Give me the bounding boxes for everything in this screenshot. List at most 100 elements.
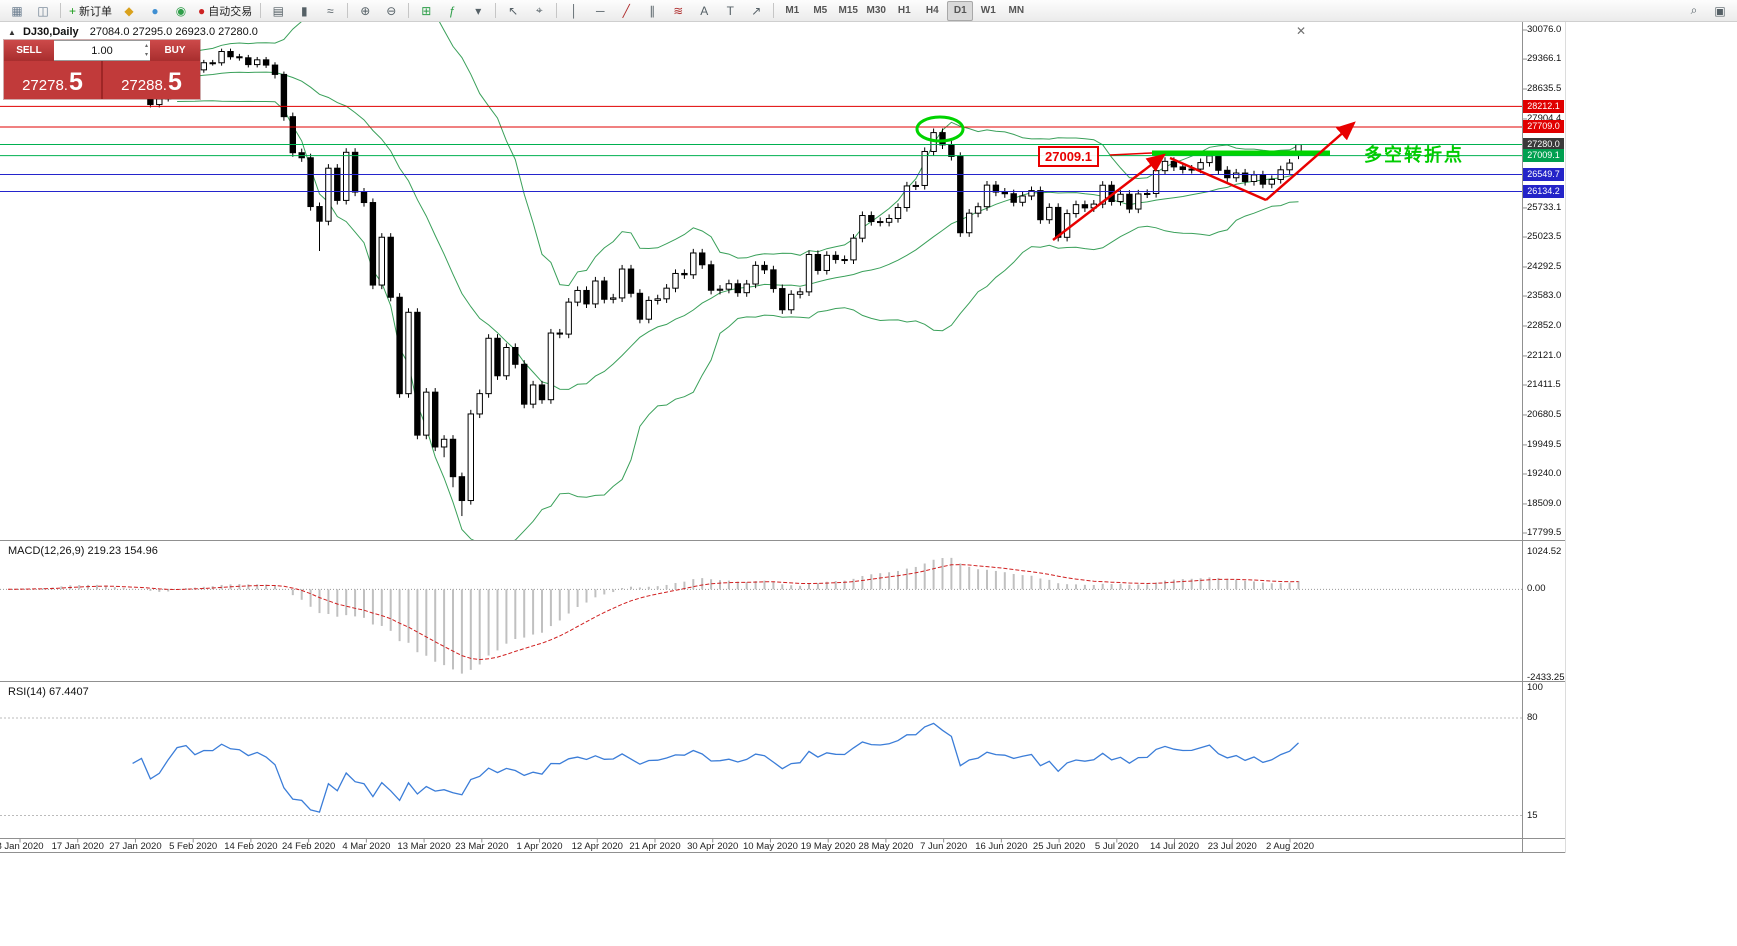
sell-price-pips: 5 — [68, 68, 83, 96]
market-depth-icon: ◆ — [124, 3, 134, 18]
text-tool-icon[interactable]: A — [692, 1, 716, 21]
channel-icon: ∥ — [649, 3, 656, 18]
price-badge-26549.7[interactable]: 26549.7 — [1523, 167, 1564, 181]
bollinger-middle — [177, 71, 1299, 390]
fibonacci-icon[interactable]: ≋ — [666, 1, 690, 21]
new-chart-icon: ▦ — [11, 3, 23, 18]
web-terminal-icon[interactable]: ◉ — [169, 1, 193, 21]
trend-line-down[interactable] — [1169, 156, 1267, 202]
trend-note-text[interactable]: 多空转折点 — [1364, 145, 1464, 165]
toolbar-separator — [773, 3, 775, 18]
horizontal-line-icon[interactable]: ─ — [588, 1, 612, 21]
indicators-dropdown-icon[interactable]: ▾ — [466, 1, 490, 21]
date-label: 24 Feb 2020 — [281, 841, 336, 852]
text-tool-icon: A — [700, 3, 709, 18]
trend-arrow-up-1[interactable] — [1052, 153, 1166, 241]
price-level-annotation[interactable]: 27009.1 — [1038, 146, 1099, 167]
date-label: 7 Jun 2020 — [920, 841, 968, 852]
price-badge-27709.0[interactable]: 27709.0 — [1523, 120, 1564, 134]
layout-icon: ▣ — [1714, 3, 1726, 18]
date-label: 8 Jan 2020 — [0, 841, 44, 852]
vertical-line-icon: │ — [570, 3, 579, 18]
crosshair-icon: ⌖ — [535, 3, 543, 17]
timeframe-h4[interactable]: H4 — [925, 5, 939, 16]
buy-price-main: 27288. — [121, 77, 167, 94]
chart-canvas[interactable] — [0, 22, 1565, 853]
highlight-circle[interactable] — [915, 115, 965, 143]
buy-price[interactable]: 27288. 5 — [103, 61, 200, 99]
timeframe-m30[interactable]: M30 — [866, 5, 886, 16]
chart-close-button[interactable]: ✕ — [1296, 24, 1307, 38]
zoom-in-icon[interactable]: ⊕ — [353, 1, 377, 21]
price-tick: 18509.0 — [1527, 497, 1562, 509]
date-label: 30 Apr 2020 — [687, 841, 739, 852]
price-badge-27009.1[interactable]: 27009.1 — [1523, 149, 1564, 163]
annotation-leader-line — [1109, 152, 1153, 156]
candlestick-mode-icon[interactable]: ▮ — [292, 1, 316, 21]
price-badge-28212.1[interactable]: 28212.1 — [1523, 99, 1564, 113]
timeframe-w1[interactable]: W1 — [980, 5, 996, 16]
date-label: 19 May 2020 — [800, 841, 856, 852]
timeframe-m5[interactable]: M5 — [813, 5, 828, 16]
market-depth-icon[interactable]: ◆ — [117, 1, 141, 21]
lot-value[interactable]: 1.00 — [91, 44, 113, 57]
new-order-button[interactable]: + 新订单 — [66, 1, 115, 21]
autotrade-button[interactable]: ● 自动交易 — [195, 1, 255, 21]
timeframe-m15[interactable]: M15 — [838, 5, 858, 16]
price-badge-27280.0[interactable]: 27280.0 — [1523, 138, 1564, 152]
cursor-icon[interactable]: ↖ — [501, 1, 525, 21]
date-label: 1 Apr 2020 — [516, 841, 563, 852]
timeframe-m1[interactable]: M1 — [785, 5, 800, 16]
price-tick: 22121.0 — [1527, 349, 1562, 361]
sell-price[interactable]: 27278. 5 — [4, 61, 101, 99]
crosshair-icon[interactable]: ⌖ — [527, 1, 551, 21]
date-label: 14 Jul 2020 — [1149, 841, 1200, 852]
fibonacci-icon: ≋ — [673, 3, 684, 18]
line-chart-mode-icon[interactable]: ≈ — [318, 1, 342, 21]
main-price-panel — [0, 22, 1522, 540]
price-tick: 25733.1 — [1527, 201, 1562, 213]
price-tick: 21411.5 — [1527, 379, 1561, 390]
trendline-icon[interactable]: ╱ — [614, 1, 638, 21]
buy-button[interactable]: BUY — [150, 40, 200, 61]
tile-windows-icon[interactable]: ⊞ — [414, 1, 438, 21]
price-badge-26134.2[interactable]: 26134.2 — [1523, 185, 1564, 198]
price-tick: 28635.5 — [1527, 83, 1562, 95]
new-chart-icon[interactable]: ▦ — [5, 1, 29, 21]
one-click-collapse-icon[interactable]: ▲ — [8, 28, 16, 37]
vertical-line-icon[interactable]: │ — [562, 1, 586, 21]
lot-size-field[interactable]: 1.00 ▴ ▾ — [54, 40, 150, 61]
zoom-out-icon[interactable]: ⊖ — [379, 1, 403, 21]
date-label: 13 Mar 2020 — [397, 841, 451, 852]
sell-button[interactable]: SELL — [4, 40, 54, 61]
lot-increase-icon[interactable]: ▴ — [144, 43, 148, 49]
date-label: 5 Feb 2020 — [169, 841, 218, 852]
timeframe-d1[interactable]: D1 — [947, 0, 974, 21]
layout-icon[interactable]: ▣ — [1708, 1, 1732, 21]
community-icon[interactable]: ● — [143, 1, 167, 21]
shapes-dropdown-icon[interactable]: ↗ — [744, 1, 768, 21]
web-terminal-icon: ◉ — [175, 3, 187, 18]
new-order-button: + — [69, 3, 77, 18]
lot-spinner: ▴ ▾ — [145, 42, 148, 60]
indicators-icon[interactable]: ƒ — [440, 1, 464, 21]
timeframe-mn[interactable]: MN — [1008, 5, 1025, 16]
channel-icon[interactable]: ∥ — [640, 1, 664, 21]
zoom-in-icon: ⊕ — [360, 3, 371, 18]
trend-arrow-up-2[interactable] — [1265, 121, 1356, 201]
zoom-out-icon: ⊖ — [386, 3, 397, 18]
trendline-icon: ╱ — [622, 3, 630, 18]
line-chart-mode-icon: ≈ — [326, 3, 334, 18]
macd-scale-tick: 0.00 — [1527, 583, 1546, 595]
lot-decrease-icon[interactable]: ▾ — [144, 52, 148, 58]
bar-chart-mode-icon[interactable]: ▤ — [266, 1, 290, 21]
profiles-icon[interactable]: ◫ — [31, 1, 55, 21]
rsi-panel — [0, 717, 1522, 816]
label-tool-icon[interactable]: T — [718, 1, 742, 21]
price-tick: 19240.0 — [1527, 467, 1562, 479]
date-label: 21 Apr 2020 — [629, 841, 681, 852]
search-symbol-icon[interactable]: ⌕ — [1682, 1, 1706, 21]
rsi-name: RSI(14) — [8, 686, 46, 698]
timeframe-h1[interactable]: H1 — [897, 5, 911, 16]
macd-scale-tick: 1024.52 — [1527, 546, 1562, 557]
